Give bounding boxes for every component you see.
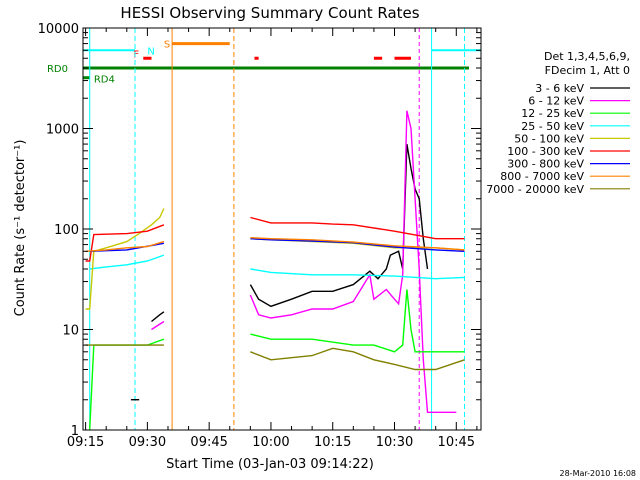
series-line-0-1 [151, 311, 165, 323]
x-tick-label: 10:30 [376, 435, 413, 450]
x-axis-label: Start Time (03-Jan-03 09:14:22) [166, 457, 374, 472]
legend-label: 25 - 50 keV [521, 120, 584, 133]
x-tick-label: 10:15 [314, 435, 351, 450]
legend-header-line: Det 1,3,4,5,6,9, [544, 50, 630, 63]
x-tick-label: 10:00 [252, 435, 289, 450]
flag-label-rd0: RD0 [47, 64, 68, 75]
series-line-7-0 [85, 240, 165, 252]
legend-label: 3 - 6 keV [535, 82, 584, 95]
y-tick-label: 100 [54, 223, 79, 238]
legend-label: 7000 - 20000 keV [486, 183, 584, 196]
legend-label: 12 - 25 keV [521, 107, 584, 120]
legend-label: 300 - 800 keV [507, 158, 584, 171]
series-line-2-0 [89, 338, 165, 431]
legend: Det 1,3,4,5,6,9,FDecim 1, Att 0 3 - 6 keV… [486, 50, 630, 196]
series-line-0-2 [249, 143, 429, 308]
series-line-5-1 [250, 216, 465, 240]
y-tick-label: 1000 [46, 123, 79, 138]
series-line-6-1 [250, 238, 465, 252]
legend-label: 800 - 7000 keV [500, 170, 584, 183]
flag-label-rd4: RD4 [94, 75, 115, 86]
series-line-5-0 [85, 224, 165, 262]
series-line-8-1 [250, 347, 465, 371]
legend-label: 6 - 12 keV [528, 95, 584, 108]
series-line-3-0 [89, 254, 165, 270]
legend-header-line: FDecim 1, Att 0 [545, 64, 630, 77]
x-tick-label: 09:15 [67, 435, 104, 450]
y-tick-label: 10 [62, 324, 79, 339]
series-layer [85, 110, 465, 431]
x-tick-label: 09:45 [190, 435, 227, 450]
series-line-7-1 [250, 237, 465, 251]
legend-label: 50 - 100 keV [514, 132, 584, 145]
y-tick-label: 10000 [38, 22, 79, 37]
flag-label-s: S [164, 40, 170, 51]
series-line-1-1 [249, 110, 457, 413]
footer-date: 28-Mar-2010 16:08 [560, 469, 637, 478]
chart-title: HESSI Observing Summary Count Rates [120, 4, 419, 22]
flag-label-f: F [133, 49, 139, 60]
series-line-1-0 [151, 320, 165, 331]
series-line-3-1 [250, 268, 465, 280]
axis-layer: 09:15 09:30 09:45 10:00 10:15 10:30 10:45 1 10 10… [38, 22, 481, 450]
x-tick-label: 09:30 [129, 435, 166, 450]
y-tick-label: 1 [71, 424, 79, 439]
flags-layer: RD0 RD4 F NS [47, 28, 481, 430]
flag-label-n: N [147, 46, 154, 57]
series-line-2-1 [250, 289, 465, 353]
x-tick-label: 10:45 [438, 435, 475, 450]
legend-label: 100 - 300 keV [507, 145, 584, 158]
y-axis-label: Count Rate (s⁻¹ detector⁻¹) [13, 140, 28, 317]
series-line-4-0 [85, 208, 165, 310]
